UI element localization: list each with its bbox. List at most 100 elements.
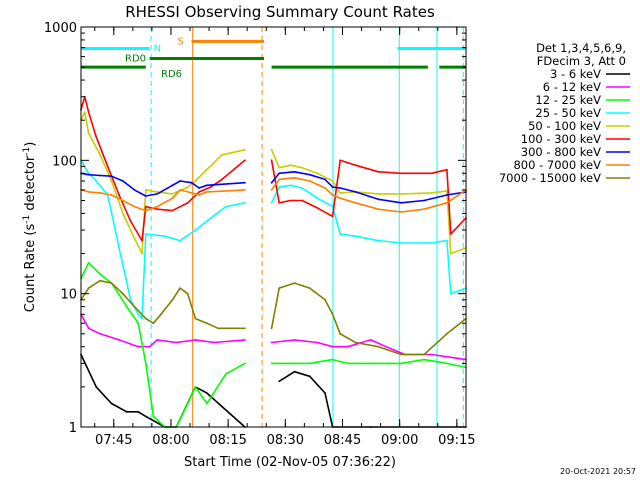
data-point-8-21 (331, 313, 334, 316)
data-point-0-13 (308, 375, 311, 378)
data-point-3-25 (430, 242, 433, 244)
data-point-6-7 (156, 193, 159, 195)
data-point-6-25 (446, 194, 448, 196)
data-point-5-11 (186, 201, 189, 204)
data-point-8-23 (354, 341, 357, 344)
data-point-5-26 (430, 172, 433, 175)
data-point-4-7 (141, 252, 143, 255)
data-point-3-2 (95, 180, 98, 182)
data-point-2-15 (270, 362, 273, 365)
data-point-2-10 (186, 402, 189, 405)
data-point-4-15 (244, 148, 246, 151)
legend-label-8: 7000 - 15000 keV (499, 171, 601, 185)
data-point-3-26 (446, 239, 448, 242)
state-label-1: S (178, 36, 184, 47)
y-axis-label: Count Rate (s-1 detector-1) (22, 142, 38, 313)
data-point-8-16 (270, 327, 273, 330)
legend-label-7: 800 - 7000 keV (513, 158, 601, 172)
data-point-5-20 (316, 207, 319, 209)
data-point-4-18 (289, 164, 292, 167)
x-tick-label-3: 08:30 (267, 433, 304, 448)
data-point-4-13 (205, 168, 208, 171)
state-label-2: RD0 (125, 54, 146, 65)
data-point-8-6 (144, 317, 147, 320)
series-line-7-0 (80, 189, 245, 212)
data-point-4-21 (331, 180, 334, 182)
legend-header-1: FDecim 3, Att 0 (537, 54, 626, 68)
data-point-0-5 (144, 415, 147, 418)
data-point-4-1 (83, 111, 86, 113)
axes: 07:45 08:00 08:15 08:30 08:45 09:00 09:15 1 10 10… (44, 21, 476, 448)
data-point-4-17 (278, 166, 281, 169)
data-point-8-24 (377, 345, 380, 348)
data-point-3-15 (270, 201, 273, 204)
data-point-8-12 (194, 317, 197, 320)
legend: Det 1,3,4,5,6,9,FDecim 3, Att 03 - 6 keV… (499, 41, 630, 185)
data-point-3-23 (377, 239, 380, 242)
data-point-2-1 (87, 262, 90, 264)
data-point-7-25 (446, 201, 448, 204)
data-point-3-6 (137, 313, 140, 316)
data-point-7-9 (179, 189, 182, 191)
series-line-8-0 (80, 279, 245, 330)
data-point-4-5 (122, 212, 124, 215)
data-point-5-22 (339, 159, 342, 162)
data-point-7-13 (244, 189, 246, 191)
data-point-0-14 (324, 392, 326, 394)
y-tick-label-2: 100 (52, 154, 77, 169)
data-point-3-14 (244, 201, 246, 204)
data-point-1-1 (87, 327, 90, 330)
legend-header-0: Det 1,3,4,5,6,9, (536, 41, 626, 55)
data-point-7-15 (278, 178, 281, 181)
data-point-4-26 (430, 192, 433, 194)
data-point-6-24 (423, 199, 425, 202)
x-tick-label-1: 08:00 (152, 433, 189, 448)
data-point-6-15 (278, 172, 281, 175)
data-point-8-26 (423, 353, 425, 356)
data-point-5-12 (198, 191, 201, 193)
data-point-2-23 (446, 362, 448, 365)
data-point-8-14 (217, 327, 220, 330)
data-point-2-6 (144, 362, 147, 365)
data-point-8-13 (205, 322, 208, 325)
data-point-1-13 (316, 341, 319, 344)
data-point-8-19 (308, 287, 311, 289)
legend-label-6: 300 - 800 keV (521, 145, 601, 159)
data-point-8-20 (324, 298, 326, 301)
data-point-3-20 (331, 205, 334, 208)
state-label-0: N (154, 43, 161, 54)
data-point-6-13 (244, 181, 246, 184)
y-tick-label-0: 1 (69, 421, 77, 436)
data-point-5-6 (129, 220, 132, 223)
data-point-4-9 (156, 191, 159, 193)
data-point-7-18 (324, 187, 326, 189)
series-line-5-1 (270, 159, 467, 235)
data-point-8-7 (152, 322, 155, 325)
x-tick-label-5: 09:00 (381, 433, 418, 448)
data-point-1-19 (430, 353, 433, 356)
x-tick-label-4: 08:45 (324, 433, 361, 448)
data-point-5-16 (270, 159, 273, 162)
data-point-8-22 (339, 332, 342, 335)
data-point-2-12 (205, 402, 208, 405)
data-point-5-7 (141, 239, 143, 242)
series-6 (80, 170, 467, 204)
data-point-7-8 (171, 197, 174, 200)
x-axis-label: Start Time (02-Nov-05 07:36:22) (184, 455, 396, 470)
series-7 (80, 176, 467, 213)
y-tick-label-1: 10 (60, 288, 77, 303)
data-point-1-2 (99, 332, 101, 335)
data-point-3-22 (354, 235, 357, 238)
data-point-6-6 (144, 195, 147, 197)
data-point-5-21 (331, 215, 334, 218)
data-point-7-12 (205, 191, 208, 193)
data-point-4-24 (377, 193, 380, 195)
data-point-2-14 (244, 362, 246, 365)
data-point-1-11 (270, 341, 273, 344)
data-point-5-19 (301, 199, 303, 202)
data-point-1-9 (213, 341, 216, 344)
data-point-7-1 (87, 191, 90, 193)
data-point-1-12 (293, 339, 296, 341)
data-point-4-19 (301, 166, 303, 169)
data-point-6-2 (99, 174, 101, 177)
